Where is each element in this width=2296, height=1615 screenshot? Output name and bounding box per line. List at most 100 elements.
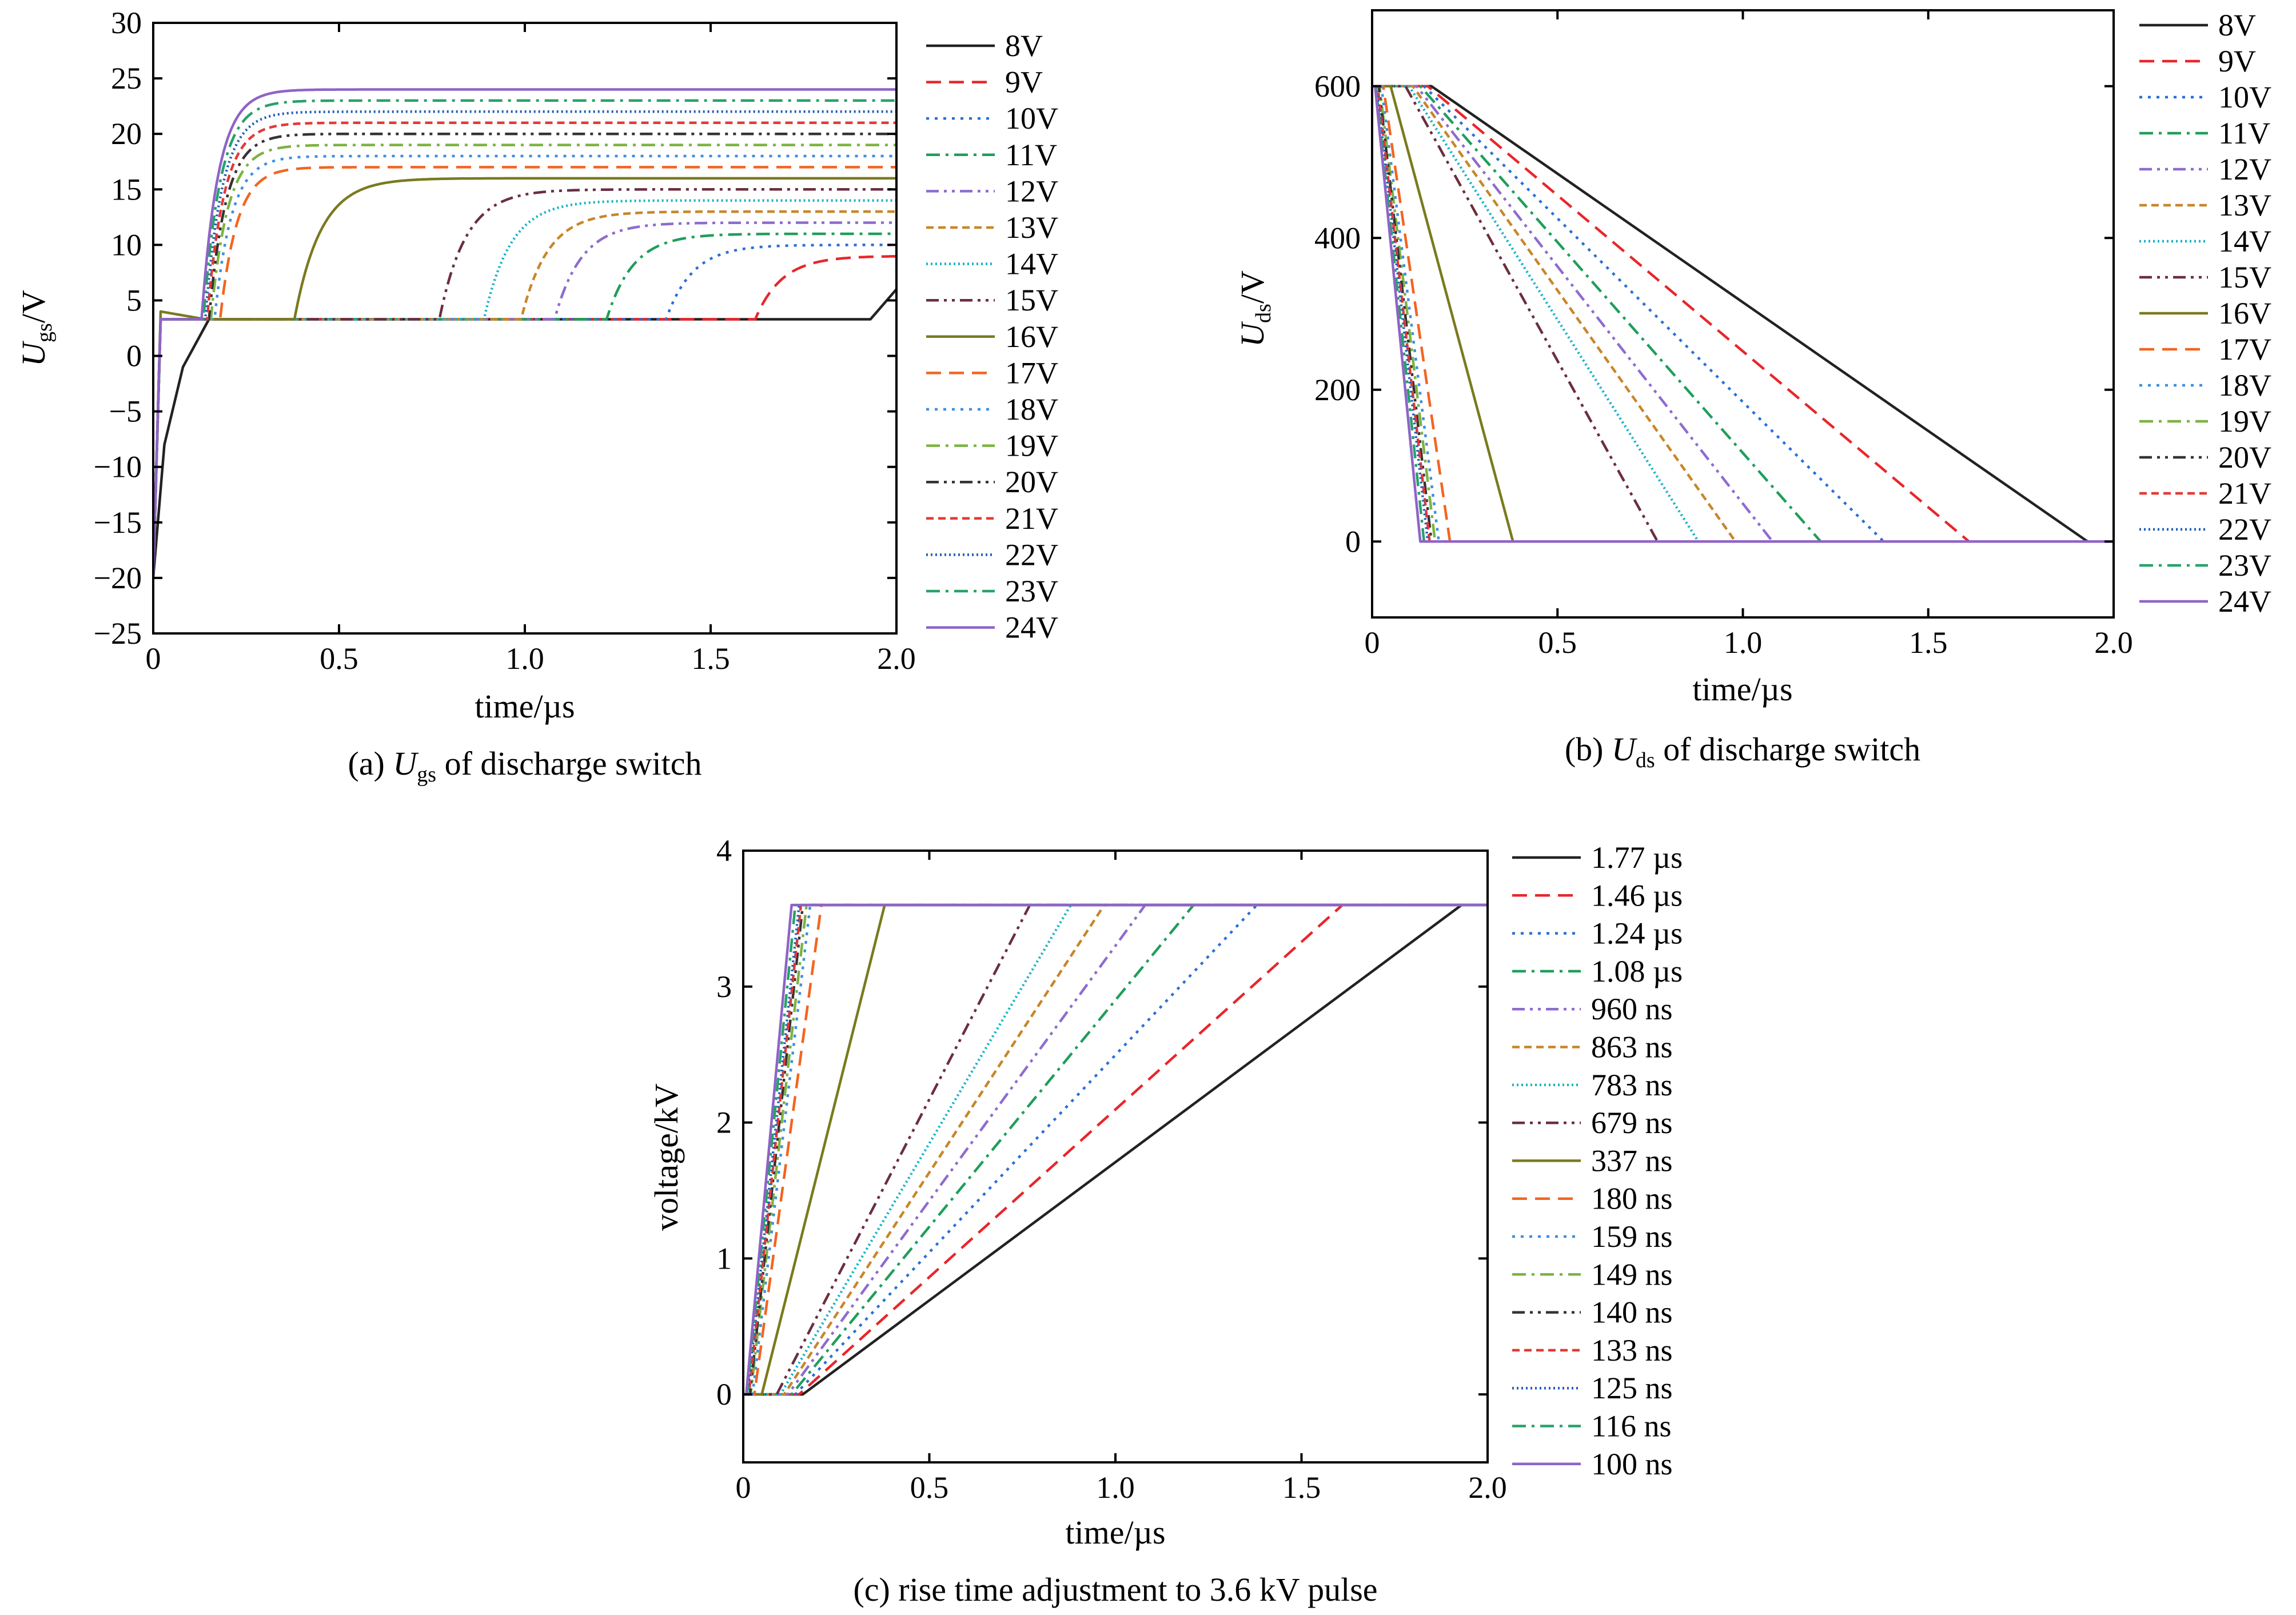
series-line-a-12 — [153, 132, 896, 578]
series-line-c-7 — [743, 903, 1488, 1396]
x-tick-label: 2.0 — [2094, 625, 2133, 660]
series-line-a-14 — [153, 110, 896, 578]
legend-label: 18V — [2218, 368, 2271, 402]
y-axis-label: Ugs/V — [15, 290, 57, 366]
legend-label: 9V — [2218, 44, 2256, 78]
legend-label: 13V — [2218, 188, 2271, 222]
series-line-b-9 — [1372, 85, 2114, 543]
legend-label: 133 ns — [1591, 1333, 1673, 1367]
series-line-a-3 — [153, 232, 896, 578]
legend-label: 11V — [2218, 116, 2270, 150]
series-line-a-0 — [153, 288, 896, 579]
panel-caption: (a) Ugs of discharge switch — [348, 745, 702, 787]
x-tick-label: 2.0 — [877, 641, 916, 676]
legend-label: 17V — [2218, 332, 2271, 366]
legend-label: 17V — [1005, 356, 1058, 390]
legend-label: 180 ns — [1591, 1182, 1673, 1216]
legend-label: 12V — [2218, 152, 2271, 186]
series-line-b-3 — [1372, 85, 2114, 543]
legend-label: 1.77 µs — [1591, 840, 1683, 875]
series-line-b-0 — [1372, 85, 2114, 543]
legend-label: 15V — [1005, 283, 1058, 317]
legend-label: 1.24 µs — [1591, 916, 1683, 951]
series-line-c-12 — [743, 903, 1488, 1396]
legend-label: 15V — [2218, 260, 2271, 294]
series-line-b-1 — [1372, 85, 2114, 543]
x-axis-label: time/µs — [1692, 671, 1792, 708]
y-tick-label: 30 — [111, 6, 142, 40]
legend-label: 337 ns — [1591, 1143, 1673, 1178]
legend-label: 100 ns — [1591, 1447, 1673, 1481]
series-line-b-8 — [1372, 85, 2114, 543]
series-line-b-13 — [1372, 85, 2114, 543]
legend-label: 21V — [1005, 501, 1058, 536]
legend-label: 116 ns — [1591, 1409, 1672, 1443]
x-tick-label: 0 — [1365, 625, 1380, 660]
legend-label: 22V — [1005, 537, 1058, 572]
legend-label: 20V — [1005, 465, 1058, 499]
y-tick-label: −5 — [109, 394, 142, 429]
legend-label: 10V — [2218, 80, 2271, 114]
y-tick-label: 0 — [1345, 524, 1361, 559]
series-line-b-15 — [1372, 85, 2114, 543]
panel-caption: (c) rise time adjustment to 3.6 kV pulse — [853, 1571, 1377, 1608]
y-axis-label: Uds/V — [1234, 270, 1275, 347]
series-line-b-7 — [1372, 85, 2114, 543]
legend-label: 23V — [1005, 574, 1058, 608]
y-tick-label: 4 — [716, 834, 732, 868]
y-tick-label: 2 — [716, 1106, 732, 1140]
y-tick-label: 3 — [716, 970, 732, 1004]
series-line-a-16 — [153, 88, 896, 578]
y-tick-label: 5 — [126, 283, 142, 317]
x-tick-label: 0.5 — [320, 641, 358, 676]
x-tick-label: 1.0 — [1096, 1470, 1135, 1505]
legend-label: 20V — [2218, 440, 2271, 474]
x-tick-label: 1.0 — [505, 641, 544, 676]
x-tick-label: 0 — [736, 1470, 751, 1505]
legend-label: 18V — [1005, 392, 1058, 426]
series-line-a-13 — [153, 121, 896, 578]
x-axis-label: time/µs — [475, 688, 575, 725]
legend: 8V9V10V11V12V13V14V15V16V17V18V19V20V21V… — [2139, 8, 2271, 619]
series-line-a-6 — [153, 199, 896, 578]
series-line-b-14 — [1372, 85, 2114, 543]
legend: 8V9V10V11V12V13V14V15V16V17V18V19V20V21V… — [926, 29, 1058, 645]
series-line-c-3 — [743, 903, 1488, 1396]
series-line-a-8 — [153, 177, 896, 578]
series-line-c-13 — [743, 903, 1488, 1396]
y-tick-label: 600 — [1314, 69, 1361, 103]
x-tick-label: 1.0 — [1724, 625, 1763, 660]
legend-label: 863 ns — [1591, 1030, 1673, 1064]
panel-caption: (b) Uds of discharge switch — [1565, 731, 1920, 772]
legend-label: 140 ns — [1591, 1295, 1673, 1330]
series-line-a-15 — [153, 99, 896, 578]
series-line-a-5 — [153, 210, 896, 578]
x-tick-label: 1.5 — [691, 641, 730, 676]
legend-label: 11V — [1005, 138, 1057, 172]
x-tick-label: 0.5 — [1538, 625, 1577, 660]
series-line-b-12 — [1372, 85, 2114, 543]
legend-label: 14V — [1005, 247, 1058, 281]
series-line-a-7 — [153, 188, 896, 578]
legend-label: 24V — [1005, 611, 1058, 645]
legend-label: 960 ns — [1591, 992, 1673, 1026]
series-line-b-2 — [1372, 85, 2114, 543]
series-line-c-15 — [743, 903, 1488, 1396]
series-line-b-16 — [1372, 85, 2114, 543]
legend-label: 19V — [2218, 404, 2271, 438]
legend-label: 19V — [1005, 429, 1058, 463]
series-line-c-8 — [743, 903, 1488, 1396]
legend-label: 13V — [1005, 210, 1058, 245]
y-tick-label: 15 — [111, 172, 142, 206]
series-line-b-6 — [1372, 85, 2114, 543]
series-group — [743, 903, 1488, 1396]
series-line-c-6 — [743, 903, 1488, 1396]
legend-label: 783 ns — [1591, 1068, 1673, 1102]
chart-panel-a: 0 0.5 1.0 1.5 2.0 −25 −20 −15 −10 −5 0 5 10 15 20 25 30 t… — [15, 6, 1058, 787]
plot-frame — [1371, 9, 2115, 619]
series-line-c-9 — [743, 903, 1488, 1396]
y-tick-label: 10 — [111, 228, 142, 262]
plot-frame — [152, 22, 898, 635]
x-tick-label: 0 — [146, 641, 161, 676]
